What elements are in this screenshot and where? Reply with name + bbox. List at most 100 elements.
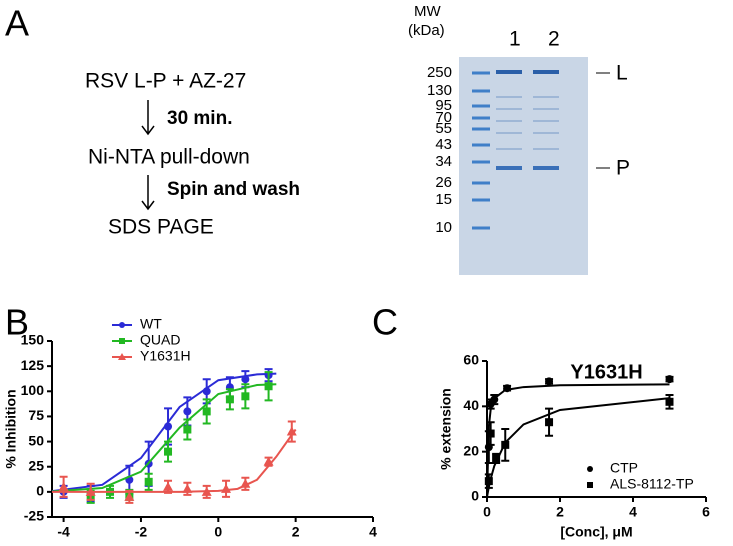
x-axis-label: log [AZ-27], μM [162,544,263,546]
x-tick-label: 2 [292,524,300,540]
band [533,96,559,98]
marker [241,375,250,384]
ladder-label: 15 [435,191,452,208]
y-axis-label: % extension [438,388,454,470]
marker [85,486,96,496]
x-tick-label: 2 [556,504,564,520]
marker [665,397,674,406]
y-tick-label: 40 [463,397,479,413]
y-tick-label: 100 [21,382,45,398]
band-label: P [616,157,630,180]
marker [124,491,135,501]
marker [490,395,499,404]
marker [263,456,274,466]
fit-line [51,372,277,493]
band [496,120,522,122]
marker [144,477,153,486]
band [533,132,559,134]
legend-label: WT [140,316,162,332]
fit-line [486,383,670,498]
band [496,70,522,74]
marker [225,395,234,404]
y-tick-label: 50 [28,432,44,448]
marker [164,447,173,456]
panel-label: B [5,302,29,343]
marker [163,481,174,491]
panel-label: C [372,302,398,343]
step: SDS PAGE [108,216,214,239]
y-tick-label: -25 [24,508,44,524]
mw-title: MW [414,3,441,20]
x-tick-label: -2 [135,524,148,540]
marker [484,477,493,486]
band-label: L [616,62,628,85]
band [496,148,522,150]
marker [665,375,674,384]
fit-line [52,428,297,493]
band [533,120,559,122]
legend-label: ALS-8112-TP [610,476,694,492]
ladder-label: 250 [427,64,452,81]
marker [183,407,192,416]
y-tick-label: 60 [463,352,479,368]
y-tick-label: 0 [471,488,479,504]
ladder-band [472,143,490,147]
legend-marker [119,322,125,328]
legend-label: QUAD [140,332,180,348]
y-tick-label: 75 [28,407,44,423]
marker [182,483,193,493]
chart-title: Y1631H [570,361,642,383]
x-axis-label: [Conc], μM [560,524,632,540]
ladder-label: 10 [435,219,452,236]
legend-label: Y1631H [140,348,191,364]
y-tick-label: 150 [21,332,45,348]
y-tick-label: 20 [463,442,479,458]
gel-bands [472,70,559,230]
legend-marker [587,466,593,472]
band [496,166,522,170]
y-tick-label: 0 [36,483,44,499]
marker [545,377,554,386]
legend-label: CTP [610,460,638,476]
x-tick-label: -4 [57,524,70,540]
x-tick-label: 0 [483,504,491,520]
fit-line [51,383,277,493]
ladder-label: 70 [435,109,452,126]
marker [240,478,251,488]
marker [164,422,173,431]
marker [58,481,69,491]
legend-marker [587,482,593,488]
marker [241,392,250,401]
ladder-band [472,71,490,75]
marker [264,382,273,391]
ladder-band [472,127,490,131]
x-tick-label: 0 [214,524,222,540]
x-tick-label: 6 [702,504,710,520]
ladder-label: 26 [435,174,452,191]
ladder-band [472,226,490,230]
arrow-label: Spin and wash [167,179,300,200]
y-tick-label: 25 [28,457,44,473]
y-tick-label: 125 [21,357,45,373]
band [533,166,559,170]
x-tick-label: 4 [629,504,637,520]
band [533,108,559,110]
ladder-band [472,89,490,93]
ladder-label: 34 [435,153,452,170]
step: Ni-NTA pull-down [88,146,250,169]
step: RSV L-P + AZ-27 [85,70,246,93]
ladder-label: 43 [435,136,452,153]
marker [503,384,512,393]
band [533,148,559,150]
gel [459,57,588,275]
marker [221,483,232,493]
marker [183,425,192,434]
x-tick-label: 4 [369,524,377,540]
marker [486,429,495,438]
band [496,96,522,98]
ladder-label: 130 [427,82,452,99]
legend-marker [118,353,126,360]
ladder-label: 95 [435,97,452,114]
marker [492,454,501,463]
